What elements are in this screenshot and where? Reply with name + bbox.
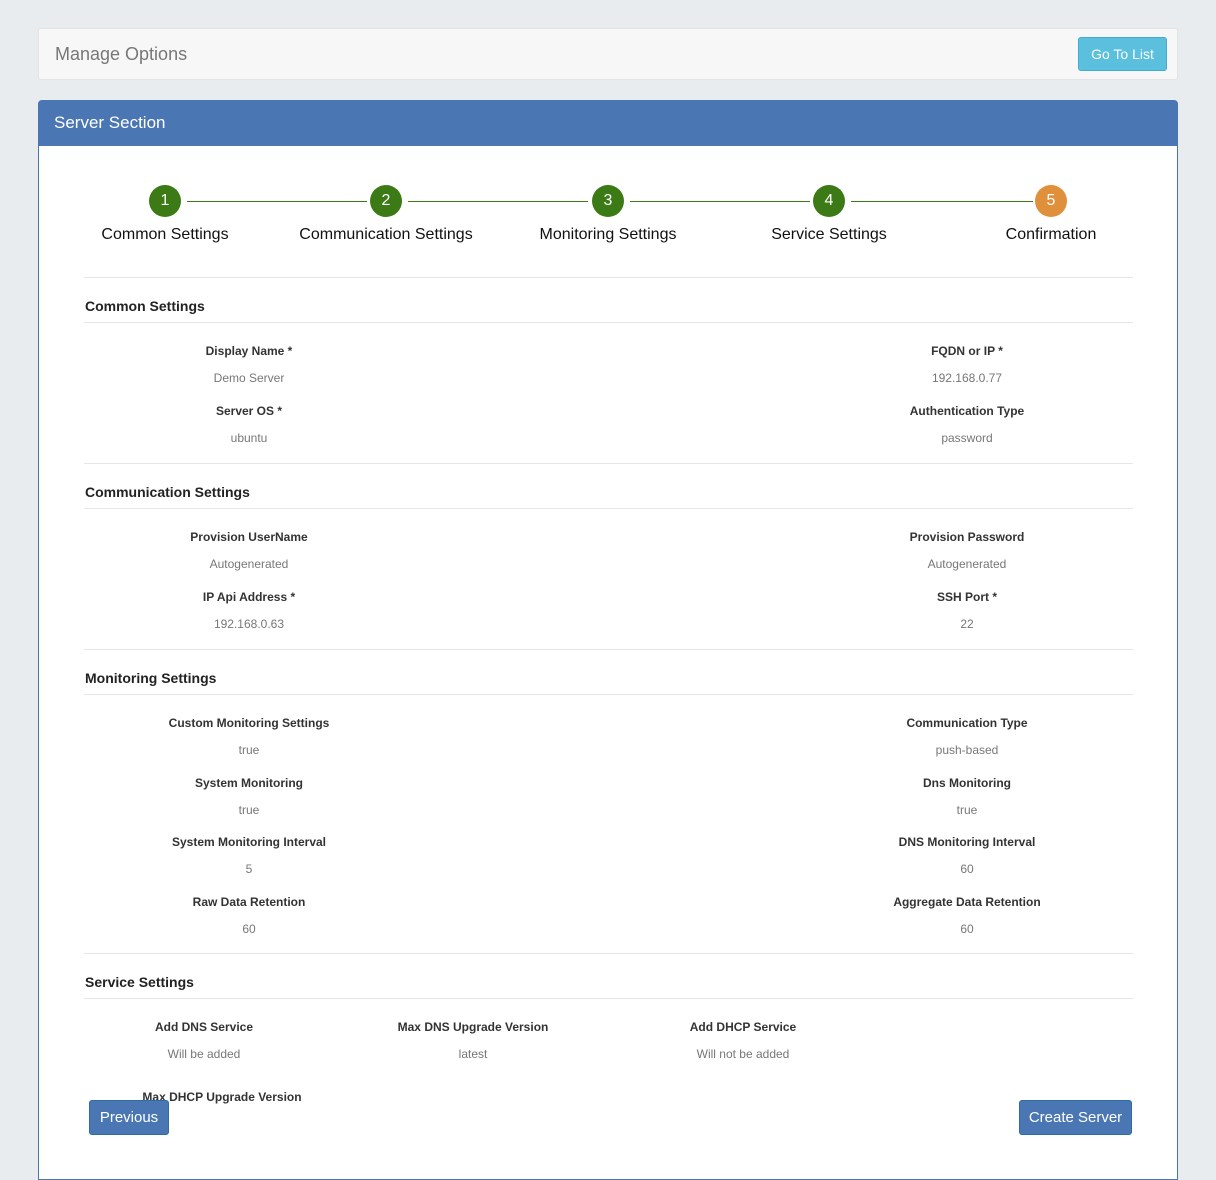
step-number: 5 <box>1035 185 1067 217</box>
field-label: Custom Monitoring Settings <box>168 716 330 730</box>
field-label: Server OS * <box>215 403 283 418</box>
field: Server OS * ubuntu <box>84 383 414 445</box>
field-value: true <box>238 802 260 817</box>
field-value: 60 <box>242 921 256 936</box>
section-title: Common Settings <box>84 277 1133 323</box>
field-value: 5 <box>245 862 253 876</box>
field: Add DHCP Service Will not be added <box>612 999 874 1069</box>
communication-settings-section: Communication Settings Provision UserNam… <box>84 463 1133 631</box>
step-label: Monitoring Settings <box>539 226 677 243</box>
field-label: System Monitoring <box>194 775 303 790</box>
step-label: Confirmation <box>1005 226 1097 243</box>
field-label: Dns Monitoring <box>923 775 1011 790</box>
page-title: Manage Options <box>55 44 188 64</box>
field-label: Max DHCP Upgrade Version <box>142 1090 302 1104</box>
field-label: Authentication Type <box>909 403 1025 418</box>
field: Authentication Type password <box>802 383 1132 445</box>
create-server-button[interactable]: Create Server <box>1019 1100 1132 1135</box>
step-label: Common Settings <box>101 226 229 243</box>
step-connector <box>187 201 367 202</box>
field-label: IP Api Address * <box>202 589 296 604</box>
field-label: Add DHCP Service <box>689 1020 797 1034</box>
field-value: Autogenerated <box>209 557 289 571</box>
field: Aggregate Data Retention 60 <box>802 874 1132 936</box>
field-value: 60 <box>960 921 974 936</box>
field-value: 22 <box>960 616 974 631</box>
go-to-list-button[interactable]: Go To List <box>1078 37 1167 71</box>
step-service-settings[interactable]: 4 Service Settings <box>729 185 929 244</box>
section-title: Communication Settings <box>84 463 1133 509</box>
field-value: Will be added <box>167 1047 241 1061</box>
field-label: Display Name * <box>205 344 293 358</box>
field: Custom Monitoring Settings true <box>84 695 414 757</box>
field-value: true <box>238 743 260 757</box>
field: Raw Data Retention 60 <box>84 874 414 936</box>
step-number: 1 <box>149 185 181 217</box>
field-label: Max DNS Upgrade Version <box>397 1020 549 1034</box>
field-value: 60 <box>960 862 974 876</box>
field-label: Raw Data Retention <box>192 894 306 909</box>
field-value: 192.168.0.63 <box>213 616 285 631</box>
field-value: password <box>941 430 993 445</box>
field: DNS Monitoring Interval 60 <box>802 814 1132 876</box>
step-connector <box>630 201 810 202</box>
page-header: Manage Options Go To List <box>38 28 1178 80</box>
field: System Monitoring Interval 5 <box>84 814 414 876</box>
field-value: ubuntu <box>230 430 268 445</box>
field: IP Api Address * 192.168.0.63 <box>84 569 414 631</box>
step-connector <box>851 201 1033 202</box>
field-value: push-based <box>935 743 999 757</box>
step-label: Communication Settings <box>299 226 473 243</box>
step-number: 3 <box>592 185 624 217</box>
section-title: Monitoring Settings <box>84 649 1133 695</box>
step-number: 4 <box>813 185 845 217</box>
field-label: DNS Monitoring Interval <box>898 835 1036 849</box>
step-label: Service Settings <box>771 226 887 243</box>
previous-button[interactable]: Previous <box>89 1100 169 1135</box>
field-label: Communication Type <box>906 716 1028 730</box>
field: FQDN or IP * 192.168.0.77 <box>802 323 1132 385</box>
field: Display Name * Demo Server <box>84 323 414 385</box>
field: SSH Port * 22 <box>802 569 1132 631</box>
step-common-settings[interactable]: 1 Common Settings <box>65 185 265 244</box>
monitoring-settings-section: Monitoring Settings Custom Monitoring Se… <box>84 649 1133 936</box>
step-monitoring-settings[interactable]: 3 Monitoring Settings <box>508 185 708 244</box>
field: Communication Type push-based <box>802 695 1132 757</box>
panel-title: Server Section <box>39 101 1177 146</box>
field: Max DNS Upgrade Version latest <box>342 999 604 1069</box>
field: System Monitoring true <box>84 755 414 817</box>
field: Provision Password Autogenerated <box>802 509 1132 571</box>
field-value: Autogenerated <box>927 557 1007 571</box>
field-label: Aggregate Data Retention <box>893 894 1041 909</box>
field-label: Provision UserName <box>190 530 308 544</box>
step-connector <box>408 201 588 202</box>
step-confirmation[interactable]: 5 Confirmation <box>951 185 1151 244</box>
common-settings-section: Common Settings Display Name * Demo Serve… <box>84 277 1133 445</box>
field-value: Demo Server <box>213 371 285 385</box>
field-value: latest <box>458 1047 488 1061</box>
field-label: System Monitoring Interval <box>171 835 327 849</box>
step-communication-settings[interactable]: 2 Communication Settings <box>286 185 486 244</box>
field-label: FQDN or IP * <box>931 344 1003 358</box>
field-label: SSH Port * <box>936 589 997 604</box>
step-number: 2 <box>370 185 402 217</box>
field: Max DHCP Upgrade Version <box>91 1069 353 1139</box>
section-title: Service Settings <box>84 953 1133 999</box>
field: Dns Monitoring true <box>802 755 1132 817</box>
field-value: 192.168.0.77 <box>931 371 1003 385</box>
field: Provision UserName Autogenerated <box>84 509 414 571</box>
field-label: Add DNS Service <box>154 1020 254 1034</box>
field: Add DNS Service Will be added <box>73 999 335 1069</box>
field-value: Will not be added <box>696 1047 790 1061</box>
field-value: true <box>956 802 978 817</box>
server-section-panel: Server Section 1 Common Settings 2 Communi… <box>38 100 1178 1180</box>
field-label: Provision Password <box>909 530 1025 544</box>
service-settings-section: Service Settings Add DNS Service Will be … <box>84 953 1133 1139</box>
